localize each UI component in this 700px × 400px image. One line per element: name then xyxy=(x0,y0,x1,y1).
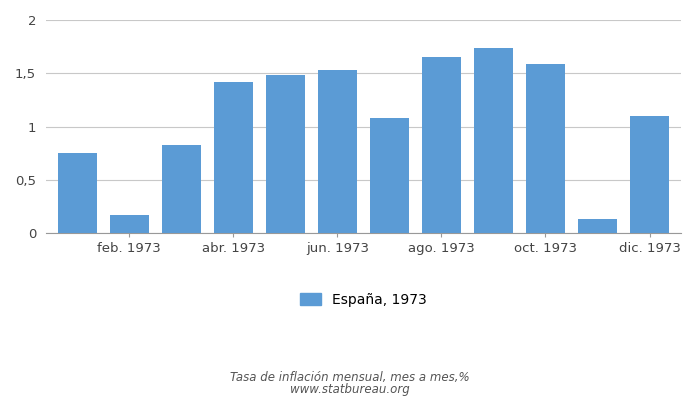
Bar xyxy=(474,48,513,233)
Bar xyxy=(630,116,669,233)
Bar xyxy=(370,118,409,233)
Bar xyxy=(422,57,461,233)
Bar xyxy=(318,70,357,233)
Text: Tasa de inflación mensual, mes a mes,%: Tasa de inflación mensual, mes a mes,% xyxy=(230,372,470,384)
Bar xyxy=(162,145,201,233)
Bar xyxy=(110,215,148,233)
Bar xyxy=(526,64,565,233)
Bar xyxy=(57,153,97,233)
Bar xyxy=(214,82,253,233)
Legend: España, 1973: España, 1973 xyxy=(295,287,432,312)
Bar xyxy=(578,219,617,233)
Text: www.statbureau.org: www.statbureau.org xyxy=(290,384,410,396)
Bar xyxy=(266,76,304,233)
